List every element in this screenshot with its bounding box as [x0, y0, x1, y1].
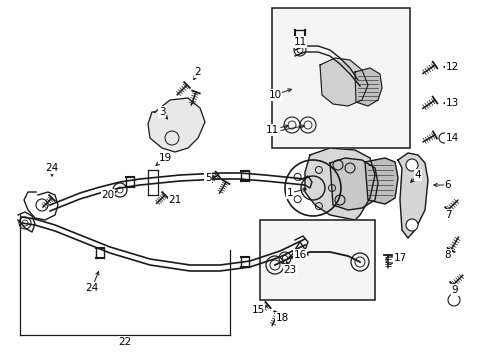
Text: 12: 12	[445, 62, 459, 72]
Text: 4: 4	[415, 170, 421, 180]
Text: 11: 11	[294, 37, 307, 47]
Text: 9: 9	[452, 285, 458, 295]
Text: 20: 20	[101, 190, 115, 200]
Polygon shape	[398, 153, 428, 238]
Polygon shape	[365, 158, 398, 204]
Text: 23: 23	[283, 265, 296, 275]
Text: 5: 5	[205, 173, 211, 183]
Text: 16: 16	[294, 250, 307, 260]
Text: 1: 1	[287, 188, 294, 198]
Text: 18: 18	[275, 313, 289, 323]
Polygon shape	[305, 148, 375, 220]
Text: 22: 22	[119, 337, 132, 347]
Text: 8: 8	[445, 250, 451, 260]
Text: 10: 10	[269, 90, 282, 100]
Text: 21: 21	[169, 195, 182, 205]
Text: 15: 15	[251, 305, 265, 315]
Polygon shape	[148, 98, 205, 152]
Text: 13: 13	[445, 98, 459, 108]
Text: 3: 3	[159, 107, 165, 117]
Circle shape	[406, 219, 418, 231]
Text: 24: 24	[85, 283, 98, 293]
Text: 14: 14	[445, 133, 459, 143]
Text: 2: 2	[195, 67, 201, 77]
Bar	[272, 8, 410, 148]
Circle shape	[406, 159, 418, 171]
Bar	[260, 220, 375, 300]
Text: 24: 24	[46, 163, 59, 173]
Polygon shape	[320, 58, 368, 106]
Text: 6: 6	[445, 180, 451, 190]
Text: 17: 17	[393, 253, 407, 263]
Text: 7: 7	[445, 210, 451, 220]
Text: 19: 19	[158, 153, 172, 163]
Polygon shape	[330, 158, 378, 210]
Polygon shape	[355, 68, 382, 106]
Text: 11: 11	[266, 125, 279, 135]
